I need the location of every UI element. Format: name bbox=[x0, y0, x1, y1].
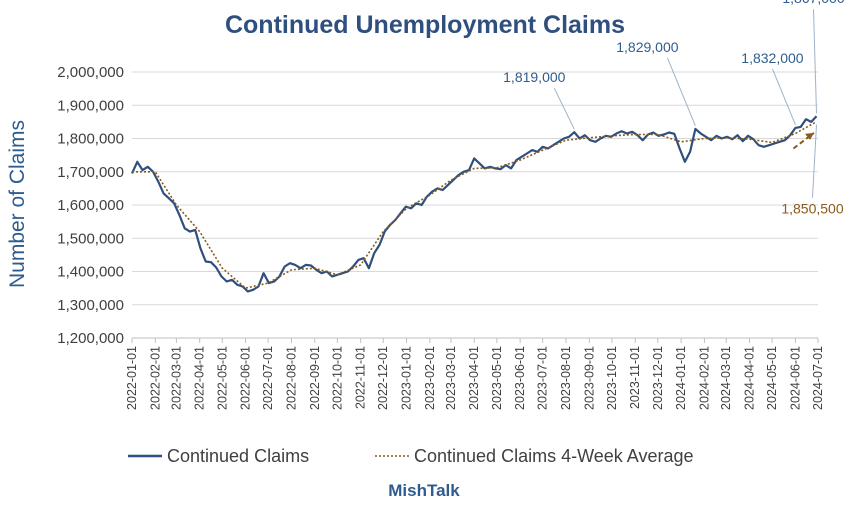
y-tick-label: 1,300,000 bbox=[57, 297, 124, 314]
x-tick-label: 2023-06-01 bbox=[513, 346, 527, 410]
annotation-label: 1,832,000 bbox=[741, 50, 803, 66]
annotation-leader-line bbox=[812, 9, 817, 114]
x-tick-label: 2024-06-01 bbox=[788, 346, 802, 410]
x-tick-label: 2022-10-01 bbox=[330, 346, 344, 410]
x-tick-label: 2022-04-01 bbox=[193, 346, 207, 410]
series-line-continued-claims bbox=[130, 115, 818, 293]
trend-arrow-head bbox=[805, 132, 814, 140]
x-tick-label: 2022-12-01 bbox=[376, 346, 390, 410]
trend-arrow-line bbox=[792, 132, 815, 150]
x-tick-label: 2023-07-01 bbox=[536, 346, 550, 410]
y-tick-label: 1,200,000 bbox=[57, 330, 124, 347]
x-tick-label: 2023-01-01 bbox=[400, 346, 414, 410]
x-tick-label: 2024-07-01 bbox=[811, 346, 825, 410]
x-tick-label: 2022-03-01 bbox=[169, 346, 183, 410]
annotations: 1,819,000 1,829,000 1,832,000 1,867,000 1,85… bbox=[503, 0, 845, 217]
x-tick-label: 2022-11-01 bbox=[354, 346, 368, 409]
annotation-leader-line bbox=[771, 68, 796, 126]
x-tick-label: 2022-07-01 bbox=[261, 346, 275, 410]
annotation-label: 1,819,000 bbox=[503, 69, 565, 85]
x-tick-label: 2023-11-01 bbox=[628, 346, 642, 409]
series-layer bbox=[130, 115, 818, 293]
x-tick-label: 2022-02-01 bbox=[148, 346, 162, 410]
annotation-leader-line bbox=[553, 87, 575, 130]
legend-label-continued-claims: Continued Claims bbox=[167, 446, 309, 466]
x-tick-label: 2024-04-01 bbox=[743, 346, 757, 410]
gridlines bbox=[132, 71, 818, 339]
chart-title: Continued Unemployment Claims bbox=[225, 11, 625, 39]
x-tick-label: 2023-02-01 bbox=[423, 346, 437, 410]
x-tick-label: 2022-09-01 bbox=[308, 346, 322, 410]
x-tick-label: 2024-05-01 bbox=[765, 346, 779, 410]
y-tick-label: 1,700,000 bbox=[57, 164, 124, 181]
y-tick-label: 2,000,000 bbox=[57, 64, 124, 81]
annotation-label: 1,867,000 bbox=[782, 0, 844, 6]
y-tick-label: 1,900,000 bbox=[57, 97, 124, 114]
x-tick-label: 2023-09-01 bbox=[582, 346, 596, 410]
annotation-leader-line bbox=[811, 124, 817, 198]
x-tick-label: 2023-12-01 bbox=[651, 346, 665, 410]
annotation-label: 1,850,500 bbox=[781, 201, 843, 217]
y-axis-ticks: 1,200,000 1,300,000 1,400,000 1,500,000 1,60… bbox=[57, 64, 124, 347]
x-tick-label: 2023-05-01 bbox=[490, 346, 504, 410]
x-tick-label: 2023-08-01 bbox=[559, 346, 573, 410]
y-tick-label: 1,500,000 bbox=[57, 230, 124, 247]
y-tick-label: 1,800,000 bbox=[57, 131, 124, 148]
x-tick-label: 2024-03-01 bbox=[719, 346, 733, 410]
x-tick-label: 2022-08-01 bbox=[284, 346, 298, 410]
x-tick-label: 2023-04-01 bbox=[467, 346, 481, 410]
x-tick-label: 2024-01-01 bbox=[674, 346, 688, 410]
x-tick-label: 2023-03-01 bbox=[444, 346, 458, 410]
x-tick-label: 2024-02-01 bbox=[697, 346, 711, 410]
x-tick-label: 2022-05-01 bbox=[215, 346, 229, 410]
annotation-leader-line bbox=[666, 57, 696, 127]
annotation-label: 1,829,000 bbox=[616, 39, 678, 55]
y-tick-label: 1,400,000 bbox=[57, 264, 124, 281]
source-brand: MishTalk bbox=[388, 481, 460, 500]
x-tick-label: 2022-06-01 bbox=[239, 346, 253, 410]
x-tick-label: 2023-10-01 bbox=[605, 346, 619, 410]
series-line-4-week-average bbox=[132, 121, 817, 289]
x-axis-ticks: 2022-01-01 2022-02-01 2022-03-01 2022-04-01… bbox=[125, 338, 825, 410]
y-axis-label: Number of Claims bbox=[6, 120, 29, 288]
legend-label-4-week-average: Continued Claims 4-Week Average bbox=[414, 446, 693, 466]
x-tick-label: 2022-01-01 bbox=[125, 346, 139, 410]
legend: Continued Claims Continued Claims 4-Week… bbox=[128, 446, 693, 466]
y-tick-label: 1,600,000 bbox=[57, 197, 124, 214]
